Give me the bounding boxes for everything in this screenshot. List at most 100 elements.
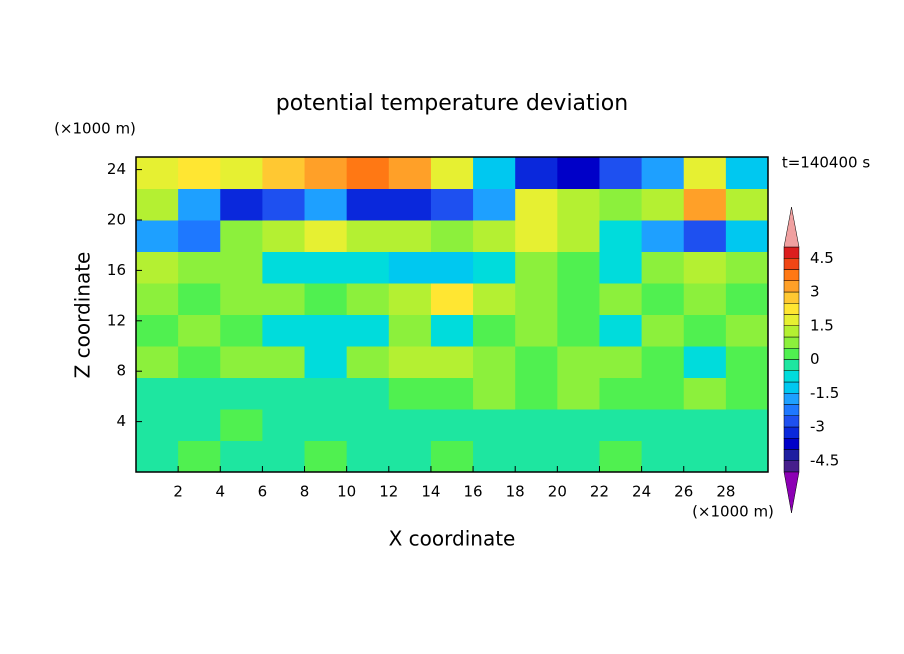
contour-cell bbox=[473, 346, 516, 378]
colorbar-label: 4.5 bbox=[810, 249, 834, 267]
colorbar-box bbox=[783, 291, 800, 304]
contour-cell bbox=[599, 440, 643, 473]
annotation: t=140400 s bbox=[782, 154, 870, 172]
contour-cell bbox=[725, 377, 769, 410]
contour-cell bbox=[178, 377, 221, 410]
colorbar-label: -3 bbox=[810, 418, 825, 436]
x-tick-label: 26 bbox=[674, 483, 693, 501]
contour-cell bbox=[515, 377, 558, 410]
contour-cell bbox=[725, 409, 769, 441]
contour-cell bbox=[346, 409, 390, 441]
chart-title: potential temperature deviation bbox=[276, 91, 628, 116]
y-tick-label: 12 bbox=[107, 311, 126, 329]
contour-cell bbox=[136, 220, 179, 252]
contour-cell bbox=[346, 283, 390, 315]
contour-cell bbox=[430, 409, 474, 441]
colorbar-box bbox=[783, 381, 800, 394]
contour-cell bbox=[262, 157, 306, 189]
x-tick-label: 20 bbox=[548, 483, 567, 501]
contour-cell bbox=[430, 188, 474, 221]
y-tick-label: 24 bbox=[107, 160, 126, 178]
contour-cell bbox=[220, 220, 263, 252]
y-axis-label: Z coordinate bbox=[71, 252, 95, 379]
contour-cell bbox=[515, 188, 558, 221]
y-tick-label: 16 bbox=[107, 261, 126, 279]
colorbar-box bbox=[783, 280, 800, 293]
colorbar-box bbox=[783, 438, 800, 450]
colorbar-label: 0 bbox=[810, 350, 820, 368]
contour-cell bbox=[430, 377, 474, 410]
y-unit: (×1000 m) bbox=[54, 120, 136, 138]
x-tick-label: 22 bbox=[590, 483, 609, 501]
contour-cell bbox=[473, 314, 516, 347]
contour-cell bbox=[599, 188, 643, 221]
contour-cell bbox=[178, 409, 221, 441]
contour-cell bbox=[473, 220, 516, 252]
contour-cell bbox=[473, 188, 516, 221]
contour-cell bbox=[304, 377, 348, 410]
contour-cell bbox=[473, 440, 516, 473]
contour-cell bbox=[515, 157, 558, 189]
colorbar-box bbox=[783, 393, 800, 405]
contour-cell bbox=[557, 251, 600, 284]
contour-cell bbox=[641, 283, 685, 315]
contour-cell bbox=[473, 251, 516, 284]
contour-cell bbox=[557, 188, 600, 221]
colorbar-label: 3 bbox=[810, 283, 820, 301]
contour-cell bbox=[136, 314, 179, 347]
colorbar-box bbox=[783, 314, 800, 326]
colorbar-box bbox=[783, 258, 800, 270]
contour-cell bbox=[304, 220, 348, 252]
colorbar-box bbox=[783, 325, 800, 338]
contour-cell bbox=[473, 409, 516, 441]
contour-cell bbox=[515, 220, 558, 252]
contour-cell bbox=[515, 409, 558, 441]
x-tick-label: 24 bbox=[632, 483, 651, 501]
contour-cell bbox=[220, 409, 263, 441]
contour-cell bbox=[473, 157, 516, 189]
contour-cell bbox=[220, 188, 263, 221]
contour-cell bbox=[430, 283, 474, 315]
contour-cell bbox=[136, 409, 179, 441]
contour-cell bbox=[178, 283, 221, 315]
contour-cell bbox=[388, 377, 432, 410]
contour-cell bbox=[178, 440, 221, 473]
contour-cell bbox=[725, 188, 769, 221]
contour-cell bbox=[557, 283, 600, 315]
contour-cell bbox=[725, 440, 769, 473]
contour-cell bbox=[346, 157, 390, 189]
x-tick-label: 16 bbox=[464, 483, 483, 501]
contour-cell bbox=[388, 220, 432, 252]
contour-cell bbox=[262, 409, 306, 441]
contour-cell bbox=[430, 346, 474, 378]
contour-cell bbox=[178, 220, 221, 252]
x-tick-label: 14 bbox=[421, 483, 440, 501]
contour-cell bbox=[515, 346, 558, 378]
colorbar-box bbox=[783, 460, 800, 473]
colorbar-label: 1.5 bbox=[810, 316, 834, 334]
colorbar-box bbox=[783, 404, 800, 416]
contour-cell bbox=[557, 157, 600, 189]
contour-cell bbox=[515, 440, 558, 473]
contour-cell bbox=[641, 409, 685, 441]
contour-cell bbox=[304, 409, 348, 441]
contour-cell bbox=[725, 157, 769, 189]
contour-cell bbox=[262, 188, 306, 221]
contour-cell bbox=[136, 188, 179, 221]
contour-cell bbox=[220, 314, 263, 347]
contour-cell bbox=[220, 346, 263, 378]
contour-cell bbox=[220, 440, 263, 473]
x-axis-label: X coordinate bbox=[389, 527, 516, 551]
contour-cell bbox=[473, 377, 516, 410]
colorbar-box bbox=[783, 370, 800, 383]
x-tick-label: 10 bbox=[337, 483, 356, 501]
contour-cell bbox=[430, 251, 474, 284]
contour-cell bbox=[641, 314, 685, 347]
contour-cell bbox=[725, 314, 769, 347]
contour-cell bbox=[599, 409, 643, 441]
x-tick-label: 28 bbox=[716, 483, 735, 501]
contour-cell bbox=[304, 346, 348, 378]
contour-cell bbox=[599, 220, 643, 252]
contour-cell bbox=[641, 251, 685, 284]
contour-cell bbox=[388, 440, 432, 473]
